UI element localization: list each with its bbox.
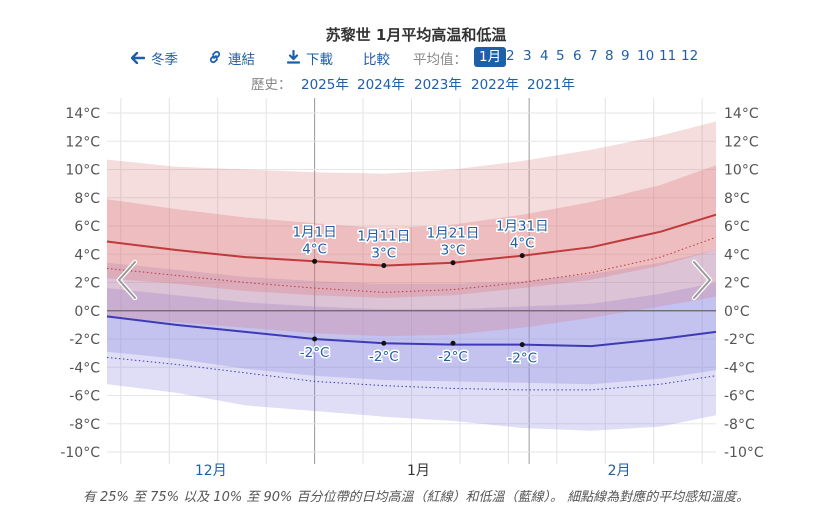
link-button[interactable]: 連結 (208, 48, 255, 68)
history-bar: 歷史： 2025年 2024年 2023年 2022年 2021年 (0, 73, 832, 93)
y-tick-label-right: -8°C (724, 417, 755, 433)
y-tick-label-right: 8°C (724, 191, 750, 207)
month-link-4[interactable]: 4 (540, 48, 549, 64)
high-band-25-75 (107, 165, 716, 298)
y-tick-label-right: 12°C (724, 134, 759, 150)
annotation-dot-high (312, 258, 318, 264)
link-icon (208, 50, 222, 68)
download-label: 下載 (306, 52, 333, 68)
month-link-6[interactable]: 6 (573, 48, 582, 64)
compare-link[interactable]: 比較 (363, 52, 390, 68)
annotation-dot-low (381, 340, 387, 346)
history-year-2025[interactable]: 2025年 (301, 77, 349, 93)
annotation-low-label: -2°C (507, 351, 537, 367)
y-tick-label-left: 14°C (65, 106, 100, 122)
toolbar: 冬季 連結 下載 比較 平均值： 1月 2 3 4 5 6 7 8 9 10 1… (0, 47, 832, 68)
chevron-right-icon (691, 259, 713, 301)
annotation-date-label: 1月1日 (293, 224, 337, 240)
x-month-label: 12月 (195, 463, 227, 479)
y-tick-label-right: -4°C (724, 360, 755, 376)
annotation-low-label: -2°C (300, 345, 330, 361)
y-tick-label-right: -6°C (724, 389, 755, 405)
high-temperature-line (106, 213, 717, 267)
prev-arrow-button[interactable] (113, 258, 143, 302)
month-link-5[interactable]: 5 (556, 48, 565, 64)
download-icon (286, 49, 301, 68)
y-tick-label-left: 0°C (74, 304, 100, 320)
history-year-2021[interactable]: 2021年 (527, 77, 575, 93)
y-tick-label-right: -2°C (724, 332, 755, 348)
annotation-date-label: 1月31日 (496, 219, 549, 235)
annotation-dot-low (312, 336, 318, 342)
month-link-12[interactable]: 12 (681, 48, 699, 64)
link-label: 連結 (228, 52, 255, 68)
download-button[interactable]: 下載 (286, 48, 333, 68)
annotation-date-label: 1月21日 (427, 226, 480, 242)
y-tick-label-right: 10°C (724, 163, 759, 179)
month-link-7[interactable]: 7 (589, 48, 598, 64)
annotation-high-label: 4°C (302, 241, 327, 257)
month-link-8[interactable]: 8 (605, 48, 614, 64)
history-label: 歷史： (251, 77, 292, 93)
annotation-low-label: -2°C (438, 349, 468, 365)
annotation-high-label: 4°C (510, 236, 535, 252)
y-tick-label-left: 12°C (65, 134, 100, 150)
winter-label: 冬季 (151, 52, 178, 68)
annotation-dot-high (450, 260, 456, 266)
month-link-3[interactable]: 3 (523, 48, 532, 64)
high-feels-like-line (106, 236, 717, 293)
y-tick-label-right: 6°C (724, 219, 750, 235)
annotation-high-label: 3°C (371, 246, 396, 262)
y-tick-label-right: -10°C (724, 445, 764, 461)
month-link-10[interactable]: 10 (637, 48, 655, 64)
chart-caption: 有 25% 至 75% 以及 10% 至 90% 百分位帶的日均高溫（紅線）和低… (82, 490, 750, 505)
winter-link[interactable]: 冬季 (130, 48, 178, 68)
annotation-high-label: 3°C (441, 243, 466, 259)
history-year-2024[interactable]: 2024年 (357, 77, 405, 93)
x-month-label: 1月 (407, 463, 430, 479)
annotation-dot-low (450, 340, 456, 346)
y-tick-label-right: 0°C (724, 304, 750, 320)
chart-title: 苏黎世 1月平均高温和低温 (325, 26, 507, 44)
bands-group (107, 121, 716, 431)
chevron-left-icon (116, 259, 138, 301)
low-temperature-line (106, 315, 717, 348)
y-tick-label-left: 2°C (74, 276, 100, 292)
annotation-dot-low (519, 342, 525, 348)
arrow-left-icon (130, 51, 146, 68)
low-feels-like-line (106, 356, 717, 391)
y-tick-label-left: -2°C (69, 332, 100, 348)
low-band-25-75 (107, 282, 716, 385)
y-tick-label-left: -10°C (60, 445, 100, 461)
annotation-dot-high (381, 263, 387, 269)
y-tick-label-left: -6°C (69, 389, 100, 405)
annotation-date-label: 1月11日 (357, 229, 410, 245)
annotation-low-label: -2°C (369, 349, 399, 365)
x-month-label: 2月 (608, 463, 631, 479)
y-tick-label-right: 2°C (724, 276, 750, 292)
history-year-2022[interactable]: 2022年 (471, 77, 519, 93)
month-selected-1[interactable]: 1月 (474, 47, 507, 67)
y-tick-label-right: 4°C (724, 247, 750, 263)
y-tick-label-left: 4°C (74, 247, 100, 263)
month-link-9[interactable]: 9 (621, 48, 630, 64)
y-tick-label-left: 8°C (74, 191, 100, 207)
y-tick-label-left: 6°C (74, 219, 100, 235)
month-link-2[interactable]: 2 (506, 48, 515, 64)
history-year-2023[interactable]: 2023年 (414, 77, 462, 93)
y-tick-label-left: 10°C (65, 163, 100, 179)
average-label: 平均值： (413, 52, 467, 68)
annotation-dot-high (519, 253, 525, 259)
y-tick-label-right: 14°C (724, 106, 759, 122)
next-arrow-button[interactable] (686, 258, 716, 302)
month-link-11[interactable]: 11 (659, 48, 677, 64)
low-band-10-90 (107, 250, 716, 431)
high-band-10-90 (107, 121, 716, 337)
y-tick-label-left: -4°C (69, 360, 100, 376)
y-tick-label-left: -8°C (69, 417, 100, 433)
